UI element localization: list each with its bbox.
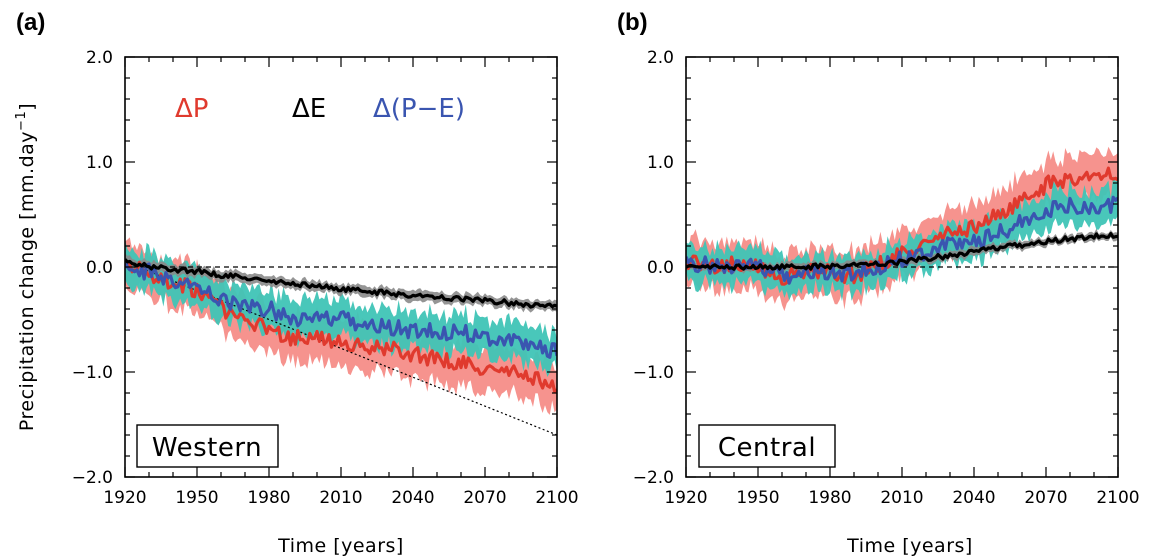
panel-b-x-tick-label: 2070 <box>1024 488 1067 508</box>
panel-a-region-label: Western <box>152 433 262 463</box>
panel-a-y-tick-label: 1.0 <box>86 153 113 173</box>
panel-a-x-tick-label: 2100 <box>535 488 578 508</box>
panel-a-region-box <box>136 424 279 468</box>
panel-b-x-tick-label: 1920 <box>664 488 707 508</box>
panel-b-line-pe <box>686 195 1118 285</box>
panel-a-y-tick-label: 0.0 <box>86 258 113 278</box>
panel-b-x-tick-label: 2100 <box>1096 488 1139 508</box>
panel-b-y-tick-label: 1.0 <box>647 153 674 173</box>
panel-a: (a) 1920 1950 1980 2010 2040 2070 2100 2.0 1.0 0… <box>14 9 579 557</box>
y-axis-title-exponent: −1 <box>14 111 29 131</box>
panel-a-line-e <box>125 258 557 309</box>
panel-a-x-tick-label: 2070 <box>463 488 506 508</box>
panel-a-x-tick-label: 1950 <box>175 488 218 508</box>
panel-a-y-tick-label: −1.0 <box>72 363 113 383</box>
legend-item-delta-p: ΔP <box>175 94 208 124</box>
panel-b-plot-area <box>686 146 1118 312</box>
panel-b-x-axis-title: Time [years] <box>846 535 973 557</box>
panel-b-y-tick-label: 0.0 <box>647 258 674 278</box>
panel-b-x-tick-label: 1950 <box>736 488 779 508</box>
panel-a-plot-area <box>125 237 557 436</box>
panel-b-letter: (b) <box>617 9 648 36</box>
panel-b-band-e <box>686 228 1118 275</box>
panel-a-x-tick-label: 1980 <box>247 488 290 508</box>
y-axis-title-close: ] <box>16 103 38 111</box>
legend-item-delta-p-minus-e: Δ(P−E) <box>373 94 465 124</box>
panel-a-x-tick-label: 1920 <box>103 488 146 508</box>
panel-b-y-tick-label: −2.0 <box>633 468 674 488</box>
panel-a-x-tick-label: 2010 <box>319 488 362 508</box>
panel-a-y-tick-label: 2.0 <box>86 48 113 68</box>
panel-b-y-tick-label: 2.0 <box>647 48 674 68</box>
panel-b-x-tick-label: 2040 <box>952 488 995 508</box>
panel-b-series-group <box>686 146 1118 312</box>
panel-b-band-p <box>686 146 1118 312</box>
panel-b-region-box <box>698 424 836 468</box>
panel-a-line-pe <box>125 259 557 359</box>
panel-b-y-tick-label: −1.0 <box>633 363 674 383</box>
panel-b-x-tick-label: 1980 <box>808 488 851 508</box>
panel-a-y-axis-title: Precipitation change [mm.day−1] <box>14 103 38 431</box>
panel-a-x-axis-title: Time [years] <box>277 535 404 557</box>
panel-a-y-tick-label: −2.0 <box>72 468 113 488</box>
legend: ΔP ΔE Δ(P−E) <box>175 94 465 124</box>
panel-a-x-axis: 1920 1950 1980 2010 2040 2070 2100 <box>103 57 579 508</box>
panel-a-x-tick-label: 2040 <box>391 488 434 508</box>
panel-a-y-axis: 2.0 1.0 0.0 −1.0 −2.0 <box>72 48 557 488</box>
y-axis-title-main: Precipitation change [mm.day <box>16 131 38 431</box>
panel-a-band-pe <box>125 239 557 377</box>
panel-a-letter: (a) <box>16 9 45 36</box>
panel-b: (b) 1920 1950 1980 2010 2040 2070 2100 2.0 1.0 0… <box>617 9 1140 557</box>
panel-b-x-tick-label: 2010 <box>880 488 923 508</box>
panel-b-region-label: Central <box>718 433 816 463</box>
panel-b-y-axis: 2.0 1.0 0.0 −1.0 −2.0 <box>633 48 1118 488</box>
panel-a-series-group <box>125 237 557 436</box>
panel-a-band-e <box>125 253 557 313</box>
panel-b-x-axis: 1920 1950 1980 2010 2040 2070 2100 <box>664 57 1140 508</box>
panel-b-line-p <box>686 166 1118 286</box>
panel-b-line-e <box>686 232 1118 271</box>
legend-item-delta-e: ΔE <box>292 94 326 124</box>
